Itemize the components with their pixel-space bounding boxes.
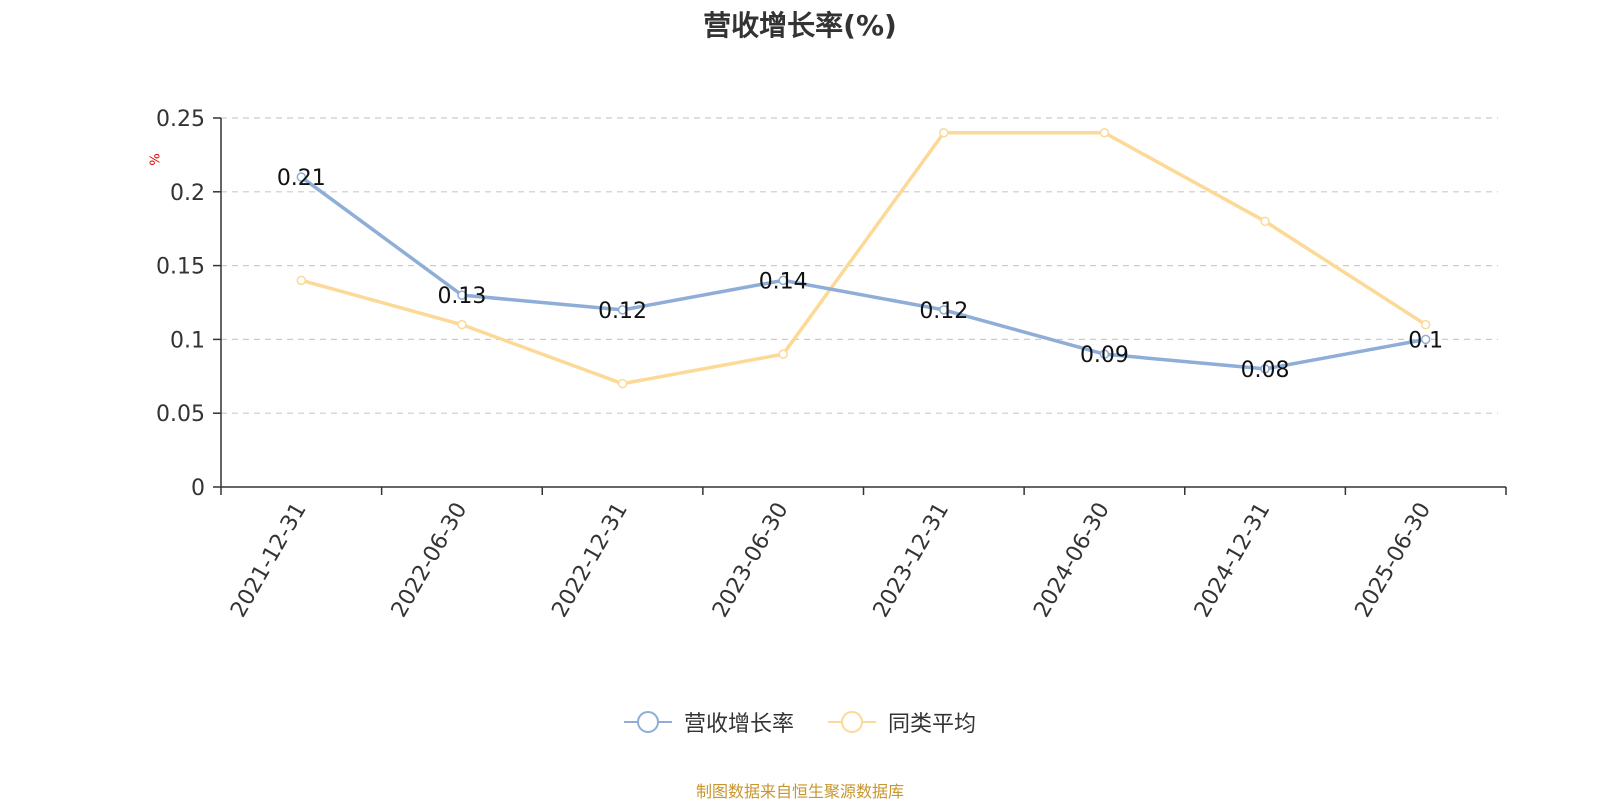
data-point	[1420, 334, 1431, 345]
legend-line-circle-icon	[623, 711, 672, 733]
x-tick-label: 2022-12-31	[547, 499, 633, 622]
data-label: 0.1	[1408, 328, 1443, 353]
legend-item-revenue-growth[interactable]: 营收增长率	[623, 706, 794, 738]
axis-layer: 0 0.05 0.1 0.15 0.2 0.25 2021-12-31 2022-06-30 2…	[156, 107, 1507, 622]
x-tick-label: 2024-12-31	[1190, 499, 1276, 622]
legend-label: 同类平均	[888, 712, 977, 737]
data-point	[457, 290, 467, 300]
data-label: 0.13	[437, 284, 486, 309]
line-chart: 0 0.05 0.1 0.15 0.2 0.25 2021-12-31 2022-06-30 2…	[156, 107, 1507, 622]
chart-title: 营收增长率(%)	[703, 9, 897, 42]
series-layer	[296, 128, 1431, 389]
x-tick-label: 2022-06-30	[387, 499, 473, 622]
x-tick-label: 2024-06-30	[1029, 499, 1115, 622]
x-tick-label: 2023-06-30	[708, 499, 794, 622]
legend-label: 营收增长率	[683, 712, 794, 737]
data-point	[1420, 319, 1431, 330]
y-tick-label: 0.05	[156, 402, 205, 427]
data-point	[296, 275, 307, 286]
data-label: 0.09	[1080, 343, 1129, 368]
legend-line-circle-icon	[828, 711, 876, 733]
data-label: 0.14	[759, 269, 808, 294]
y-tick-label: 0.2	[170, 181, 205, 206]
data-point	[617, 305, 628, 315]
data-label: 0.12	[919, 299, 968, 324]
source-note: 制图数据来自恒生聚源数据库	[695, 782, 904, 801]
data-point	[457, 319, 467, 330]
series-line	[300, 131, 1427, 386]
data-point	[778, 349, 788, 359]
x-tick-label: 2025-06-30	[1350, 499, 1436, 622]
data-label: 0.08	[1241, 358, 1290, 383]
data-point	[296, 172, 307, 182]
y-tick-label: 0	[191, 476, 205, 501]
data-label: 0.21	[277, 166, 326, 191]
data-point	[1099, 128, 1110, 138]
x-tick-label: 2023-12-31	[869, 499, 955, 622]
data-point	[939, 305, 949, 315]
legend-item-peer-average[interactable]: 同类平均	[828, 706, 976, 738]
grid-layer	[221, 117, 1498, 414]
data-label: 0.12	[598, 299, 647, 324]
y-tick-label: 0.15	[156, 255, 205, 280]
data-label-layer: 0.21 0.13 0.12 0.14 0.12 0.09 0.08 0.1	[277, 166, 1443, 383]
data-point	[617, 378, 628, 389]
legend: 营收增长率 同类平均	[0, 706, 1600, 738]
x-tick-label: 2021-12-31	[226, 499, 312, 622]
series-line	[300, 175, 1427, 371]
data-point	[939, 128, 949, 138]
y-tick-label: 0.25	[156, 107, 205, 132]
data-point	[1260, 364, 1270, 374]
data-point	[778, 275, 788, 286]
data-point	[1260, 216, 1270, 227]
y-tick-label: 0.1	[170, 328, 205, 353]
data-point	[1099, 349, 1110, 359]
